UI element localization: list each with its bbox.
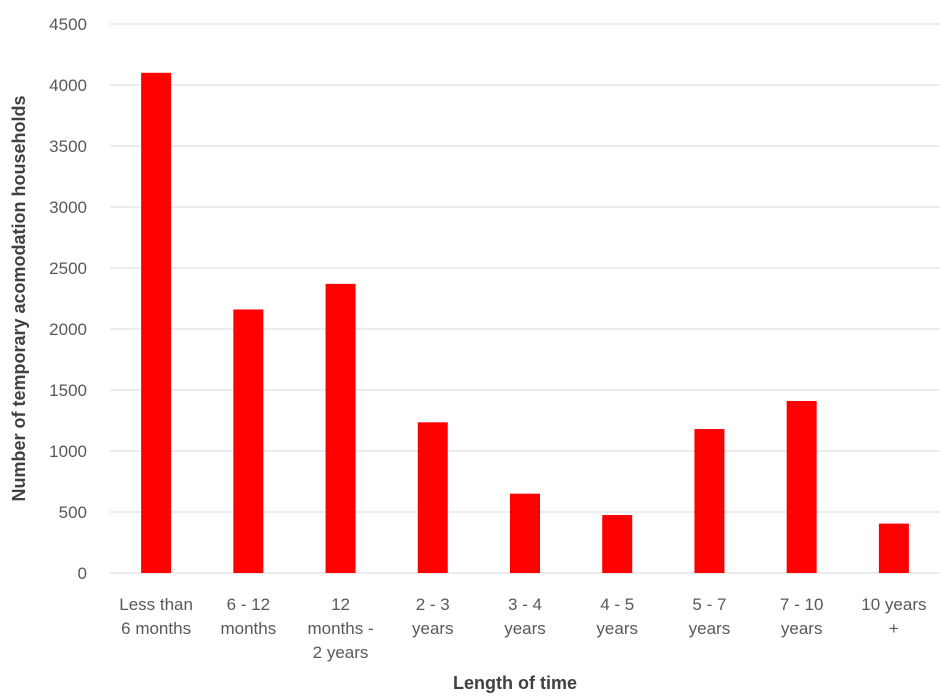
x-tick-label: 2 - 3 years xyxy=(412,595,454,638)
y-tick-label: 3000 xyxy=(49,198,87,217)
x-tick-label-line: 6 months xyxy=(121,619,191,638)
y-tick-label: 1000 xyxy=(49,442,87,461)
y-tick-label: 1500 xyxy=(49,381,87,400)
x-tick-label-line: 3 - 4 xyxy=(508,595,542,614)
x-axis-title: Length of time xyxy=(453,673,577,693)
x-tick-label-line: 6 - 12 xyxy=(227,595,270,614)
x-tick-label-line: 10 years xyxy=(861,595,926,614)
x-tick-label-line: 2 years xyxy=(313,643,369,662)
x-tick-label: 4 - 5 years xyxy=(596,595,638,638)
x-tick-label-line: years xyxy=(689,619,731,638)
x-tick-label-line: years xyxy=(596,619,638,638)
y-tick-label: 4000 xyxy=(49,76,87,95)
x-tick-label-line: Less than xyxy=(119,595,193,614)
y-tick-label: 500 xyxy=(59,503,87,522)
x-tick-label-line: + xyxy=(889,619,899,638)
y-tick-labels: 0 500 1000 1500 2000 2500 3000 3500 4000 4500 xyxy=(49,15,87,583)
bar xyxy=(786,400,817,573)
bar xyxy=(417,422,448,573)
x-tick-label-line: 4 - 5 xyxy=(600,595,634,614)
bar xyxy=(694,429,725,573)
x-tick-label-line: months - xyxy=(307,619,373,638)
y-axis-title: Number of temporary acomodation househol… xyxy=(9,95,29,501)
x-tick-label: 5 - 7 years xyxy=(689,595,731,638)
x-tick-label: 12 months - 2 years xyxy=(307,595,373,662)
x-tick-label: 10 years + xyxy=(861,595,926,638)
bar xyxy=(141,72,172,574)
x-tick-label: Less than 6 months xyxy=(119,595,193,638)
bars xyxy=(141,72,909,574)
x-tick-label: 6 - 12 months xyxy=(220,595,276,638)
bar xyxy=(233,309,264,573)
x-tick-label-line: years xyxy=(504,619,546,638)
x-tick-label-line: months xyxy=(220,619,276,638)
y-tick-label: 2500 xyxy=(49,259,87,278)
y-tick-label: 0 xyxy=(78,564,87,583)
x-tick-label: 3 - 4 years xyxy=(504,595,546,638)
x-tick-labels: Less than 6 months 6 - 12 months 12 months - 2… xyxy=(119,595,926,662)
x-tick-label-line: 2 - 3 xyxy=(416,595,450,614)
x-tick-label-line: 5 - 7 xyxy=(692,595,726,614)
x-tick-label-line: 7 - 10 xyxy=(780,595,823,614)
bar xyxy=(510,493,540,573)
y-tick-label: 2000 xyxy=(49,320,87,339)
bar xyxy=(602,515,633,573)
bar xyxy=(878,523,909,573)
x-tick-label-line: years xyxy=(781,619,823,638)
y-tick-label: 4500 xyxy=(49,15,87,34)
y-tick-label: 3500 xyxy=(49,137,87,156)
x-tick-label-line: 12 xyxy=(331,595,350,614)
bar xyxy=(325,283,356,573)
x-tick-label: 7 - 10 years xyxy=(780,595,823,638)
x-tick-label-line: years xyxy=(412,619,454,638)
